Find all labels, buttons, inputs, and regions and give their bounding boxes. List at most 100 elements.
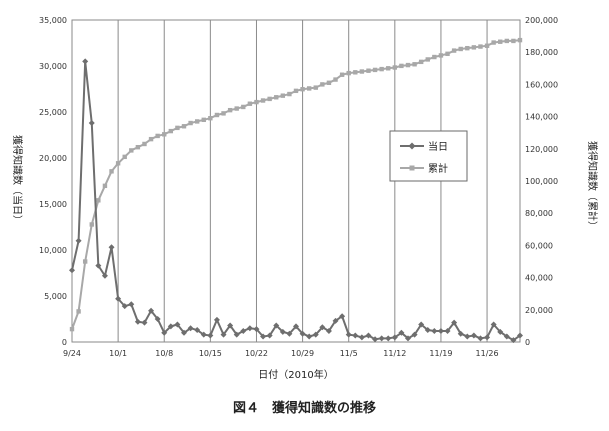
data-point-daily (503, 333, 510, 340)
data-point-daily (490, 321, 497, 328)
left-tick-label: 25,000 (39, 108, 67, 117)
vertical-gridlines (117, 20, 488, 342)
data-point-cumulative (339, 72, 345, 77)
data-point-daily (470, 332, 477, 339)
legend-marker-cumulative (409, 165, 415, 171)
data-point-daily (141, 319, 148, 326)
data-point-cumulative (135, 144, 141, 150)
data-point-cumulative (267, 96, 272, 102)
data-point-daily (115, 295, 122, 302)
data-point-cumulative (484, 43, 490, 48)
left-tick-label: 15,000 (39, 200, 67, 209)
data-point-cumulative (109, 169, 114, 174)
data-point-cumulative (425, 57, 430, 62)
data-point-cumulative (418, 59, 424, 65)
data-point-cumulative (300, 87, 305, 92)
data-point-daily (121, 303, 128, 310)
data-point-daily (405, 335, 411, 342)
data-point-cumulative (247, 101, 253, 106)
x-tick-label: 10/15 (199, 349, 222, 358)
legend-label-daily: 当日 (428, 140, 448, 153)
data-point-daily (464, 333, 471, 340)
data-point-daily (437, 327, 444, 334)
data-point-daily (431, 327, 438, 334)
data-point-cumulative (293, 88, 299, 94)
data-point-daily (345, 331, 352, 338)
data-point-daily (95, 262, 102, 269)
data-point-cumulative (214, 112, 220, 118)
data-point-cumulative (465, 45, 470, 51)
data-point-daily (207, 332, 214, 339)
data-point-daily (260, 333, 267, 340)
data-point-daily (161, 329, 168, 336)
left-tick-label: 30,000 (39, 62, 67, 71)
right-tick-label: 200,000 (525, 16, 558, 25)
x-tick-label: 10/22 (245, 349, 268, 358)
left-tick-label: 35,000 (39, 16, 67, 25)
data-point-daily (378, 335, 385, 342)
data-point-cumulative (320, 82, 325, 87)
data-point-daily (398, 329, 405, 336)
legend: 当日 累計 (389, 130, 468, 182)
data-point-cumulative (386, 66, 391, 71)
right-tick-label: 80,000 (525, 209, 553, 218)
right-axis-tick-labels: 0 20,000 40,000 60,000 80,000 100,000 120,000 1… (525, 16, 558, 347)
data-point-cumulative (162, 132, 167, 137)
left-tick-label: 10,000 (39, 246, 67, 255)
data-point-daily (312, 331, 319, 338)
left-tick-label: 5,000 (44, 292, 67, 301)
data-point-cumulative (359, 69, 365, 74)
data-point-cumulative (194, 119, 200, 124)
data-point-daily (411, 331, 418, 338)
data-point-daily (213, 316, 220, 323)
left-axis-label: 獲得知識数（当日） (11, 135, 24, 225)
data-point-daily (266, 332, 273, 339)
data-point-cumulative (326, 80, 332, 85)
data-point-cumulative (188, 120, 193, 126)
left-axis-tick-labels: 0 5,000 10,000 15,000 20,000 25,000 30,000 35,0… (39, 16, 67, 347)
data-point-cumulative (353, 70, 358, 75)
data-point-daily (293, 323, 299, 330)
data-point-daily (194, 327, 201, 334)
data-point-cumulative (478, 44, 483, 49)
data-point-cumulative (201, 117, 206, 123)
data-point-cumulative (82, 259, 88, 264)
data-point-cumulative (346, 70, 351, 76)
data-point-daily (418, 321, 425, 328)
x-tick-label: 10/8 (155, 349, 173, 358)
data-point-cumulative (241, 104, 246, 110)
data-point-daily (510, 337, 517, 344)
right-tick-label: 20,000 (525, 306, 553, 315)
data-point-cumulative (280, 93, 286, 98)
data-point-daily (477, 335, 484, 342)
data-point-cumulative (96, 198, 101, 203)
data-point-cumulative (142, 141, 147, 147)
x-tick-label: 11/26 (476, 349, 499, 358)
data-point-daily (358, 334, 365, 341)
data-point-daily (154, 316, 161, 322)
data-point-cumulative (287, 91, 292, 97)
data-point-cumulative (392, 65, 398, 70)
data-point-daily (457, 330, 464, 337)
right-axis-label: 獲得知識数（累計） (586, 141, 599, 231)
data-point-daily (227, 322, 234, 329)
data-point-cumulative (491, 40, 496, 45)
data-point-cumulative (399, 63, 404, 69)
data-point-cumulative (458, 46, 463, 52)
x-tick-label: 11/5 (340, 349, 358, 358)
data-point-daily (306, 333, 313, 340)
data-point-daily (75, 237, 82, 244)
data-point-daily (365, 332, 372, 339)
right-tick-label: 40,000 (525, 274, 553, 283)
data-point-cumulative (366, 68, 371, 73)
data-point-daily (332, 317, 339, 324)
x-tick-label: 10/1 (109, 349, 127, 358)
data-point-daily (517, 332, 523, 339)
data-point-daily (497, 328, 504, 335)
right-tick-label: 0 (525, 338, 530, 347)
data-point-daily (181, 329, 187, 336)
data-point-cumulative (504, 38, 510, 44)
right-tick-label: 180,000 (525, 48, 558, 57)
data-point-cumulative (379, 66, 384, 72)
data-point-daily (253, 326, 260, 333)
